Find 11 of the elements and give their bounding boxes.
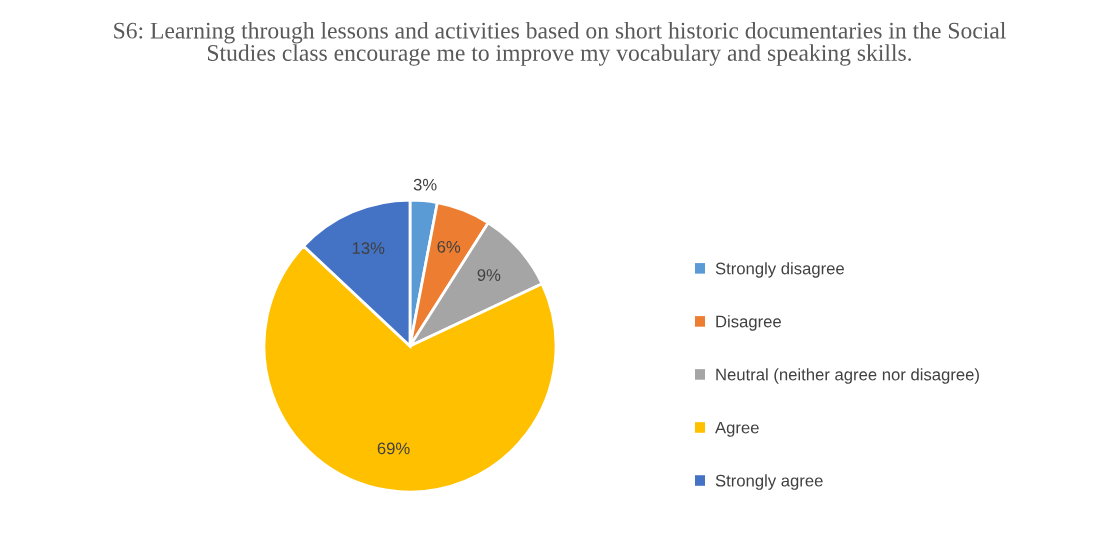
- data-label: 3%: [413, 178, 437, 191]
- data-label: 9%: [477, 269, 501, 281]
- legend-label: Disagree: [716, 315, 781, 331]
- legend-label: Strongly disagree: [715, 262, 844, 278]
- data-label: 6%: [437, 240, 461, 253]
- data-label: 69%: [377, 442, 410, 455]
- data-label: 13%: [352, 242, 385, 254]
- legend-label: Agree: [715, 421, 759, 437]
- legend-label: Strongly agree: [715, 474, 823, 490]
- chart-title: S6: Learning through lessons and activities based on short historic documentaries in the Social Studies class encourage me to improve my vocabulary and speaking skills.: [114, 22, 1006, 66]
- legend-label: Neutral (neither agree nor disagree): [716, 368, 979, 384]
